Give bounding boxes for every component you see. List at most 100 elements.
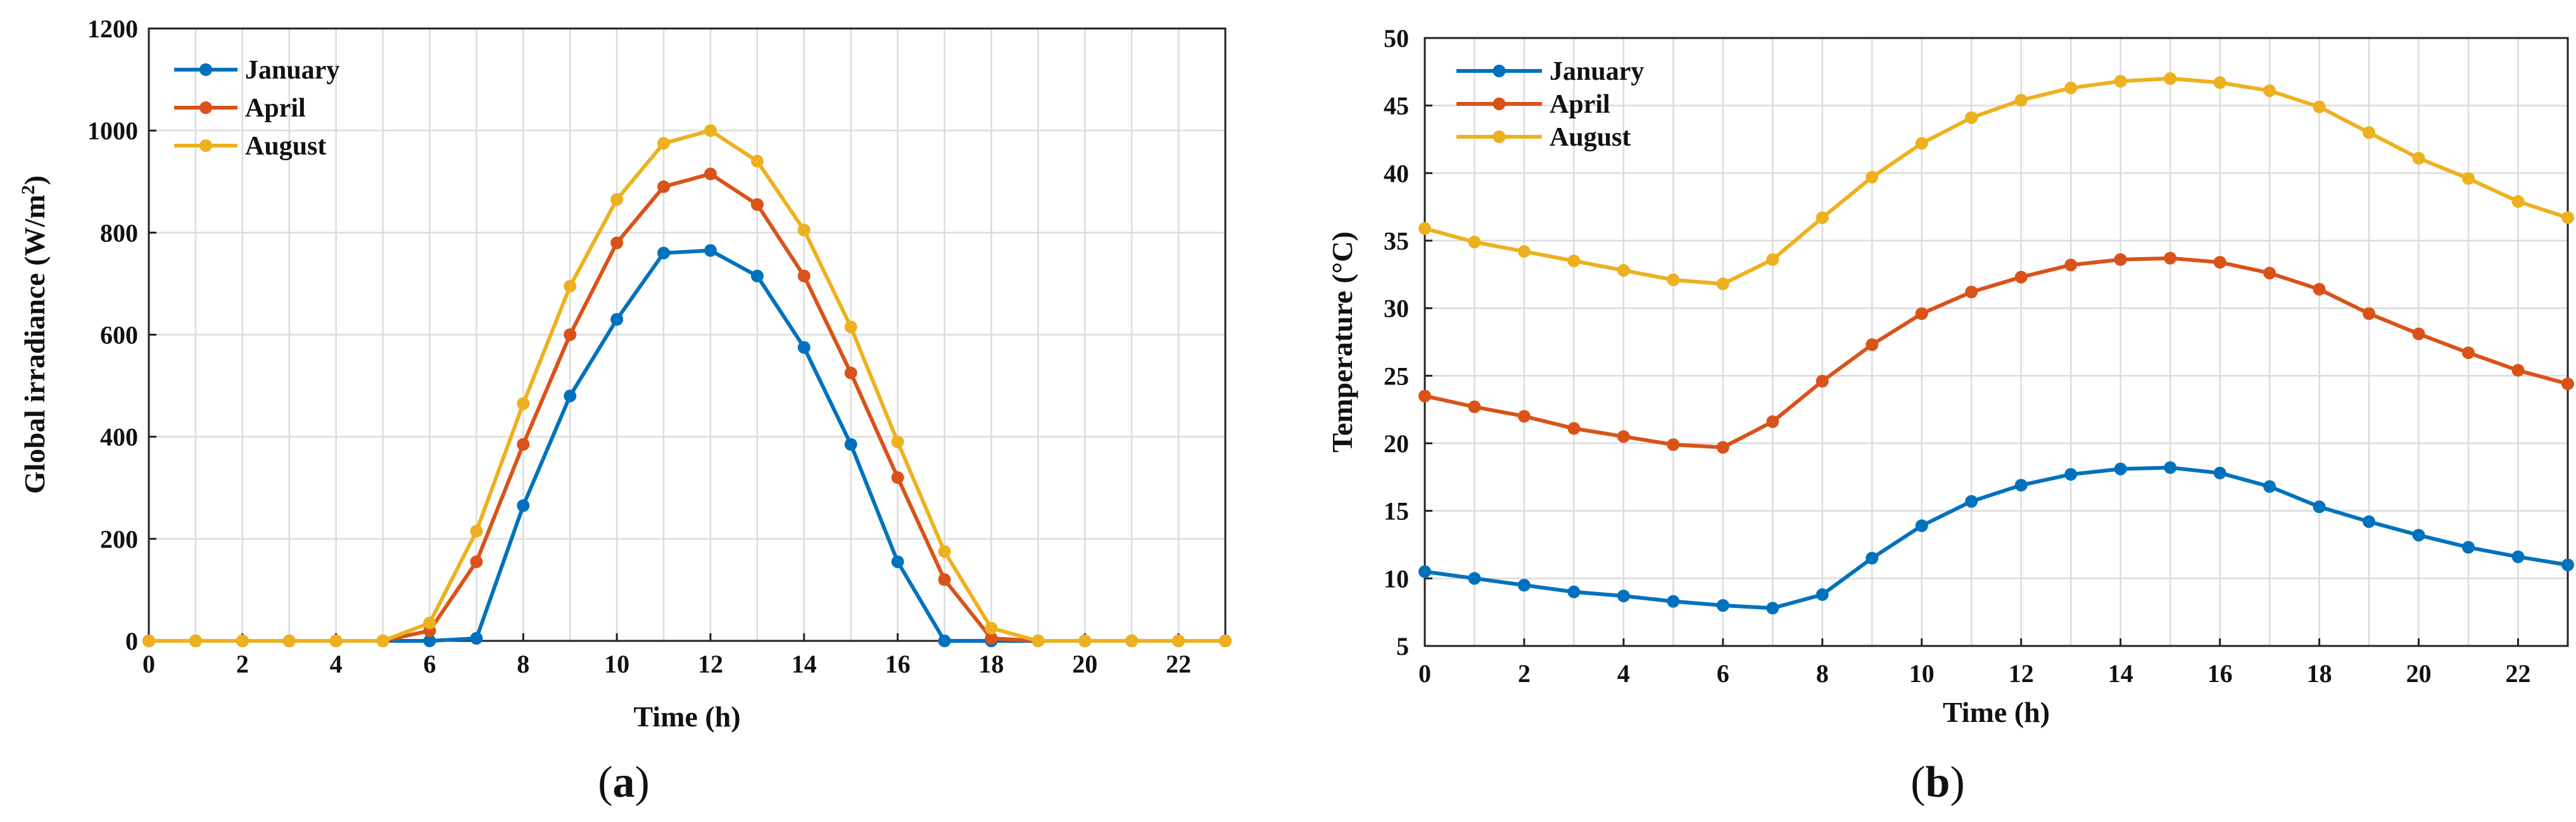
data-point-january [1766, 602, 1779, 615]
data-point-august [704, 124, 717, 137]
data-point-april [1815, 374, 1829, 388]
y-tick-label: 1000 [87, 117, 138, 145]
data-point-january [517, 499, 530, 512]
data-point-august [2412, 151, 2425, 165]
y-axis-label: Temperature (°C) [1326, 231, 1358, 452]
legend-label: April [245, 94, 306, 123]
data-point-january [938, 635, 951, 647]
data-point-august [2164, 72, 2177, 85]
data-point-january [2064, 468, 2078, 481]
x-tick-label: 16 [2207, 659, 2233, 688]
x-tick-label: 12 [698, 650, 723, 678]
y-tick-label: 45 [1384, 92, 1409, 120]
data-point-august [1716, 277, 1729, 291]
series-january [1418, 461, 2574, 615]
y-tick-label: 15 [1384, 497, 1409, 526]
data-point-august [282, 635, 296, 647]
data-point-january [2462, 541, 2475, 554]
data-point-august [2114, 75, 2127, 88]
data-point-august [1125, 635, 1139, 647]
x-tick-label: 4 [330, 650, 343, 678]
data-point-january [2164, 461, 2177, 474]
data-point-april [2511, 364, 2525, 377]
data-point-august [2462, 172, 2475, 185]
data-point-august [2213, 76, 2226, 89]
series-line-january [1424, 465, 2568, 610]
data-point-august [2363, 126, 2376, 139]
data-point-january [2213, 466, 2226, 479]
x-tick-label: 14 [2108, 659, 2133, 688]
data-point-january [1915, 519, 1928, 533]
panel-label: (a) [598, 758, 650, 807]
data-point-august [891, 435, 904, 448]
data-point-january [1617, 590, 1630, 603]
data-point-august [2561, 211, 2574, 224]
data-point-january [2511, 550, 2525, 564]
data-point-january [2014, 479, 2028, 492]
data-point-august [564, 279, 577, 293]
grid [149, 28, 1225, 641]
legend: January April August [1456, 57, 1644, 152]
data-point-january [797, 341, 811, 354]
x-tick-label: 8 [1816, 659, 1829, 688]
data-point-august [1468, 236, 1481, 249]
legend-marker [199, 139, 212, 152]
x-tick-label: 2 [236, 650, 249, 678]
y-tick-label: 400 [100, 423, 138, 452]
data-point-august [2014, 94, 2028, 107]
data-point-august [2313, 100, 2326, 113]
legend-marker [1493, 65, 1506, 77]
data-point-august [1032, 635, 1045, 647]
legend-label: January [1550, 57, 1644, 86]
data-point-january [704, 244, 717, 257]
data-point-january [1716, 599, 1729, 612]
y-tick-label: 200 [100, 525, 138, 553]
data-point-august [1617, 263, 1630, 277]
y-tick-label: 40 [1384, 159, 1409, 187]
y-tick-label: 20 [1384, 429, 1409, 458]
series-line-april [1424, 256, 2568, 450]
data-point-april [657, 180, 671, 193]
data-point-august [1866, 170, 1879, 184]
data-point-august [797, 224, 811, 237]
data-point-august [1517, 245, 1531, 258]
data-point-january [750, 269, 764, 282]
y-tick-label: 35 [1384, 227, 1409, 255]
y-tick-label: 30 [1384, 294, 1409, 323]
data-point-april [2014, 270, 2028, 284]
data-point-august [985, 621, 998, 635]
data-point-january [423, 635, 436, 647]
x-tick-label: 20 [1072, 650, 1097, 678]
data-point-august [1815, 211, 1829, 224]
data-point-august [189, 635, 202, 647]
data-point-january [657, 246, 671, 260]
data-point-august [1766, 253, 1779, 266]
data-point-april [2313, 282, 2326, 296]
data-point-april [1965, 286, 1978, 299]
data-point-april [564, 328, 577, 341]
data-point-april [750, 198, 764, 212]
data-point-august [1667, 273, 1680, 286]
data-point-april [2263, 267, 2276, 280]
legend-marker [1493, 130, 1506, 143]
data-point-august [1965, 111, 1978, 124]
x-tick-label: 10 [604, 650, 629, 678]
data-point-august [610, 193, 624, 206]
chart-panel-b: 0 2 4 6 8 10 12 14 16 18 20 22 5 10 15 20 25 30 35 40 45 50 Ti… [1326, 24, 2574, 807]
x-tick-label: 22 [2506, 659, 2531, 688]
data-point-january [2313, 500, 2326, 514]
data-point-april [2064, 258, 2078, 272]
x-tick-label: 18 [2307, 659, 2332, 688]
data-point-january [1815, 588, 1829, 601]
data-point-april [1915, 307, 1928, 320]
data-point-august [423, 616, 436, 629]
x-tick-label: 6 [423, 650, 436, 678]
data-point-august [142, 635, 155, 647]
data-point-august [2511, 195, 2525, 208]
data-point-april [1617, 430, 1630, 443]
x-tick-label: 4 [1617, 659, 1630, 688]
series-august [142, 124, 1232, 647]
data-point-april [1567, 422, 1581, 435]
data-point-august [1172, 635, 1185, 647]
data-point-january [610, 313, 624, 326]
